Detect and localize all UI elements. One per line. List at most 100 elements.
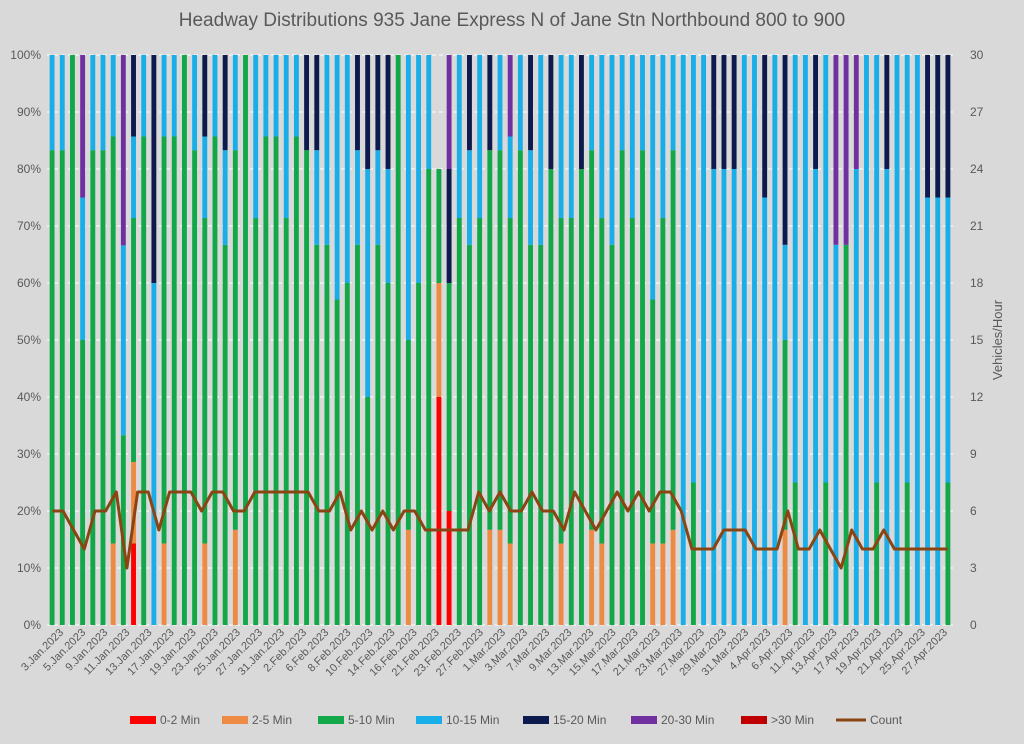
bar-segment-2-5-min	[161, 543, 167, 625]
bar-segment-2-5-min	[507, 543, 513, 625]
bar-segment-5-10-min	[945, 482, 951, 625]
bar-segment-5-10-min	[497, 150, 503, 530]
bar-segment-5-10-min	[660, 218, 666, 544]
bar-segment-10-15-min	[660, 55, 666, 219]
bar-segment-15-20-min	[385, 55, 391, 169]
bar-segment-15-20-min	[131, 55, 136, 137]
bar-segment-10-15-min	[772, 55, 778, 625]
bar-segment-5-10-min	[131, 218, 136, 462]
bar-segment-10-15-min	[59, 55, 65, 151]
bar-segment-15-20-min	[528, 55, 533, 151]
bar-segment-5-10-min	[334, 299, 340, 625]
y2-tick-label: 27	[970, 105, 984, 119]
bar-segment-5-10-min	[599, 218, 605, 544]
bar-segment-15-20-min	[884, 55, 890, 169]
bar-segment-5-10-min	[568, 218, 574, 625]
bar-segment-15-20-min	[762, 55, 768, 198]
bar-segment-10-15-min	[528, 150, 533, 245]
bar-segment-5-10-min	[90, 150, 96, 625]
bar-segment-10-15-min	[629, 55, 635, 219]
bar-segment-5-10-min	[619, 150, 625, 625]
chart-title: Headway Distributions 935 Jane Express N…	[178, 10, 846, 31]
bar-segment-5-10-min	[110, 136, 116, 544]
bar-segment-5-10-min	[609, 244, 615, 625]
bar-segment-10-15-min	[222, 150, 228, 245]
bar-segment-5-10-min	[517, 150, 523, 625]
bar-segment-10-15-min	[49, 55, 55, 151]
bar-segment-15-20-min	[813, 55, 819, 169]
bar-segment-0-2-min	[436, 397, 442, 625]
bar-segment-5-10-min	[100, 150, 106, 625]
bar-segment-15-20-min	[222, 55, 228, 151]
bar-segment-5-10-min	[405, 340, 411, 530]
bar-segment-2-5-min	[487, 529, 493, 625]
bar-segment-5-10-min	[395, 55, 401, 625]
bar-segment-5-10-min	[823, 482, 829, 625]
bar-segment-5-10-min	[304, 150, 310, 625]
bar-segment-5-10-min	[375, 244, 381, 625]
bar-segment-20-30-min	[843, 55, 849, 245]
bar-segment-10-15-min	[680, 55, 686, 625]
bar-segment-10-15-min	[344, 55, 350, 283]
bar-segment-5-10-min	[456, 218, 462, 625]
bar-segment-10-15-min	[263, 55, 269, 137]
bar-segment-10-15-min	[477, 55, 483, 219]
bar-segment-2-5-min	[202, 543, 208, 625]
bar-segment-15-20-min	[467, 55, 472, 151]
y-tick-label: 40%	[17, 390, 41, 404]
y-tick-label: 0%	[24, 618, 42, 632]
bar-segment-10-15-min	[365, 169, 371, 397]
bar-segment-10-15-min	[741, 55, 747, 625]
bar-segment-10-15-min	[650, 55, 656, 300]
bar-segment-10-15-min	[864, 55, 869, 625]
y-tick-label: 50%	[17, 333, 41, 347]
y-tick-label: 60%	[17, 276, 41, 290]
legend-label: 10-15 Min	[446, 713, 499, 727]
bar-segment-10-15-min	[212, 55, 218, 137]
bar-segment-10-15-min	[823, 55, 829, 483]
bar-segment-15-20-min	[314, 55, 320, 151]
bar-segment-10-15-min	[456, 55, 462, 219]
bar-segment-5-10-min	[273, 136, 279, 625]
legend-swatch	[741, 716, 767, 724]
bar-segment-15-20-min	[355, 55, 360, 151]
bar-segment-10-15-min	[874, 55, 880, 483]
y2-tick-label: 15	[970, 333, 984, 347]
bar-segment-5-10-min	[792, 482, 798, 625]
bar-segment-15-20-min	[446, 169, 452, 283]
bar-segment-5-10-min	[507, 218, 513, 544]
bar-segment-5-10-min	[222, 244, 228, 625]
bar-segment-10-15-min	[293, 55, 299, 137]
y-tick-label: 10%	[17, 561, 41, 575]
y-tick-label: 70%	[17, 219, 41, 233]
bar-segment-15-20-min	[925, 55, 930, 198]
bar-segment-10-15-min	[355, 150, 360, 245]
bar-segment-15-20-min	[151, 55, 157, 283]
bar-segment-5-10-min	[365, 397, 371, 625]
y2-tick-label: 18	[970, 276, 984, 290]
bar-segment-5-10-min	[874, 482, 880, 625]
bar-segment-10-15-min	[324, 55, 330, 245]
bar-segment-15-20-min	[731, 55, 737, 169]
count-line	[52, 490, 948, 570]
bar-segment-10-15-min	[782, 244, 788, 340]
bar-segment-5-10-min	[243, 55, 248, 625]
bar-segment-15-20-min	[721, 55, 727, 169]
bar-segment-5-10-min	[355, 244, 360, 625]
bar-segment-10-15-min	[599, 55, 605, 219]
bar-segment-2-5-min	[660, 543, 666, 625]
bar-segment-10-15-min	[568, 55, 574, 219]
bar-segment-2-5-min	[558, 543, 564, 625]
bar-segment-20-30-min	[507, 55, 513, 137]
bar-segment-10-15-min	[161, 55, 167, 137]
bar-segment-10-15-min	[416, 55, 422, 283]
legend-swatch	[318, 716, 344, 724]
bar-segment-2-5-min	[589, 529, 595, 625]
bar-segment-5-10-min	[385, 283, 391, 625]
y2-tick-label: 6	[970, 504, 977, 518]
bar-segment-5-10-min	[283, 218, 289, 625]
y-tick-label: 90%	[17, 105, 41, 119]
bar-segment-10-15-min	[802, 55, 808, 625]
bar-segment-10-15-min	[517, 55, 523, 151]
bar-segment-10-15-min	[120, 245, 126, 436]
